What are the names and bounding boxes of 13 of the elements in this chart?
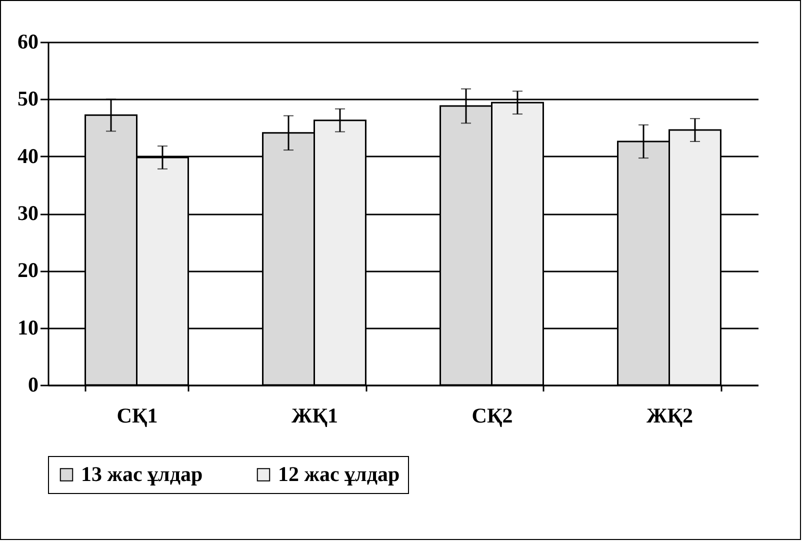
y-tick-label: 10 (18, 315, 38, 340)
legend-label: 12 жас ұлдар (278, 462, 400, 486)
y-tick-label: 40 (18, 144, 38, 168)
x-tick-label: СҚ2 (472, 404, 513, 428)
x-tick-label: ЖҚ1 (292, 404, 338, 428)
y-tick-label: 20 (18, 258, 38, 282)
y-tick-label: 30 (18, 201, 38, 225)
x-tick-label: СҚ1 (116, 404, 158, 428)
y-tick-label: 60 (18, 30, 38, 54)
y-tick-label: 0 (28, 372, 38, 396)
y-tick-label: 50 (18, 86, 38, 111)
x-tick-label: ЖҚ2 (646, 404, 693, 428)
legend-label: 13 жас ұлдар (81, 462, 203, 486)
